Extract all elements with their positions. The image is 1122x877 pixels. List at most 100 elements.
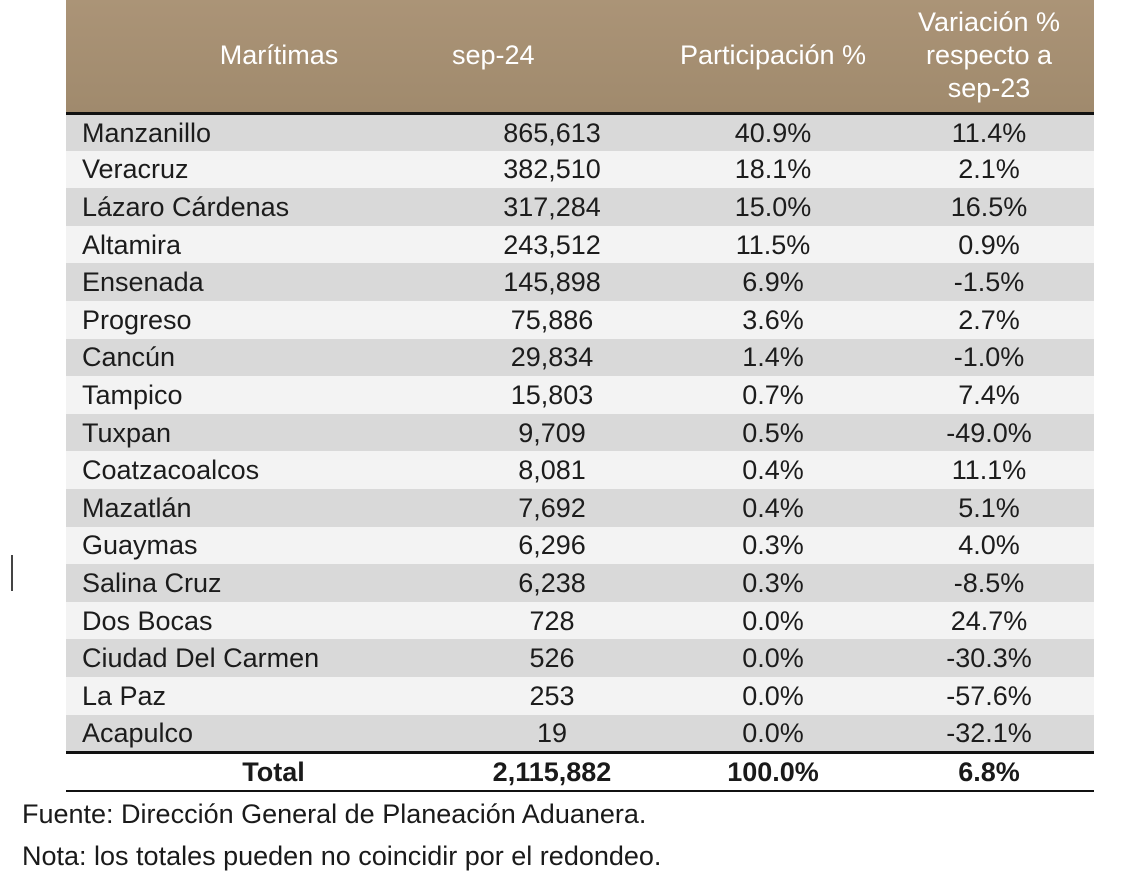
- table-row: Coatzacoalcos 8,081 0.4% 11.1%: [66, 451, 1094, 489]
- port-value: 145,898: [442, 263, 662, 301]
- port-share: 0.4%: [662, 488, 884, 527]
- table-row: Ensenada 145,898 6.9% -1.5%: [66, 263, 1094, 301]
- port-variation: -32.1%: [884, 714, 1094, 753]
- port-value: 15,803: [442, 376, 662, 414]
- header-share: Participación %: [662, 0, 884, 115]
- port-variation: 5.1%: [884, 488, 1094, 527]
- table-row: Ciudad Del Carmen 526 0.0% -30.3%: [66, 639, 1094, 677]
- port-value: 6,296: [442, 526, 662, 565]
- port-name: Altamira: [66, 225, 442, 264]
- port-share: 1.4%: [662, 338, 884, 377]
- table-body: Manzanillo 865,613 40.9% 11.4% Veracruz …: [66, 113, 1094, 753]
- port-share: 0.0%: [662, 676, 884, 715]
- table-row: Progreso 75,886 3.6% 2.7%: [66, 300, 1094, 339]
- port-name: Veracruz: [66, 150, 442, 189]
- table-row: Mazatlán 7,692 0.4% 5.1%: [66, 488, 1094, 527]
- table-footer: Total 2,115,882 100.0% 6.8%: [66, 750, 1094, 793]
- port-share: 0.4%: [662, 451, 884, 489]
- port-value: 19: [442, 714, 662, 753]
- port-value: 7,692: [442, 488, 662, 527]
- header-variation-line3: sep-23: [947, 73, 1031, 104]
- port-variation: 7.4%: [884, 376, 1094, 414]
- port-share: 0.0%: [662, 714, 884, 753]
- port-name: Guaymas: [66, 526, 442, 565]
- port-variation: -1.5%: [884, 263, 1094, 301]
- port-share: 3.6%: [662, 300, 884, 339]
- port-name: Tuxpan: [66, 413, 442, 452]
- table-row: Tampico 15,803 0.7% 7.4%: [66, 376, 1094, 414]
- table-row: Lázaro Cárdenas 317,284 15.0% 16.5%: [66, 188, 1094, 226]
- table-header: Marítimas sep-24 Participación % Variaci…: [66, 0, 1094, 115]
- port-name: Coatzacoalcos: [66, 451, 442, 489]
- port-name: Lázaro Cárdenas: [66, 188, 442, 226]
- port-name: Ensenada: [66, 263, 442, 301]
- table-row: Salina Cruz 6,238 0.3% -8.5%: [66, 564, 1094, 602]
- port-share: 15.0%: [662, 188, 884, 226]
- port-variation: -1.0%: [884, 338, 1094, 377]
- port-name: Dos Bocas: [66, 601, 442, 640]
- port-value: 317,284: [442, 188, 662, 226]
- port-value: 526: [442, 639, 662, 677]
- header-variation: Variación % respecto a sep-23: [884, 0, 1094, 115]
- port-variation: 24.7%: [884, 601, 1094, 640]
- table-row: Manzanillo 865,613 40.9% 11.4%: [66, 113, 1094, 151]
- port-name: Cancún: [66, 338, 442, 377]
- table-row: Cancún 29,834 1.4% -1.0%: [66, 338, 1094, 377]
- port-variation: 4.0%: [884, 526, 1094, 565]
- port-value: 865,613: [442, 113, 662, 151]
- header-name: Marítimas: [66, 0, 442, 115]
- port-variation: 0.9%: [884, 225, 1094, 264]
- port-value: 29,834: [442, 338, 662, 377]
- port-value: 6,238: [442, 564, 662, 602]
- header-variation-line1: Variación %: [917, 7, 1061, 38]
- port-share: 6.9%: [662, 263, 884, 301]
- port-value: 9,709: [442, 413, 662, 452]
- table-row: Acapulco 19 0.0% -32.1%: [66, 714, 1094, 753]
- port-share: 11.5%: [662, 225, 884, 264]
- header-period: sep-24: [442, 0, 662, 115]
- port-value: 253: [442, 676, 662, 715]
- port-variation: 11.1%: [884, 451, 1094, 489]
- header-row: Marítimas sep-24 Participación % Variaci…: [66, 0, 1094, 115]
- total-row: Total 2,115,882 100.0% 6.8%: [66, 750, 1094, 793]
- port-share: 0.5%: [662, 413, 884, 452]
- total-label: Total: [66, 750, 442, 793]
- table-notes: Fuente: Dirección General de Planeación …: [22, 793, 661, 877]
- port-name: Progreso: [66, 300, 442, 339]
- header-variation-line2: respecto a: [925, 40, 1053, 71]
- table-row: Guaymas 6,296 0.3% 4.0%: [66, 526, 1094, 565]
- table-row: Tuxpan 9,709 0.5% -49.0%: [66, 413, 1094, 452]
- port-name: Tampico: [66, 376, 442, 414]
- table-row: La Paz 253 0.0% -57.6%: [66, 676, 1094, 715]
- port-value: 8,081: [442, 451, 662, 489]
- port-share: 0.3%: [662, 564, 884, 602]
- port-variation: -57.6%: [884, 676, 1094, 715]
- source-note: Fuente: Dirección General de Planeación …: [22, 799, 647, 829]
- port-variation: 2.1%: [884, 150, 1094, 189]
- port-value: 75,886: [442, 300, 662, 339]
- port-variation: 2.7%: [884, 300, 1094, 339]
- port-variation: 11.4%: [884, 113, 1094, 151]
- table-row: Veracruz 382,510 18.1% 2.1%: [66, 150, 1094, 189]
- port-name: Ciudad Del Carmen: [66, 639, 442, 677]
- port-share: 0.7%: [662, 376, 884, 414]
- margin-mark: [11, 555, 13, 591]
- port-value: 728: [442, 601, 662, 640]
- table-row: Dos Bocas 728 0.0% 24.7%: [66, 601, 1094, 640]
- port-share: 18.1%: [662, 150, 884, 189]
- port-variation: -8.5%: [884, 564, 1094, 602]
- port-variation: -49.0%: [884, 413, 1094, 452]
- port-name: La Paz: [66, 676, 442, 715]
- total-share: 100.0%: [662, 750, 884, 793]
- maritime-customs-table: Marítimas sep-24 Participación % Variaci…: [66, 0, 1094, 793]
- maritime-customs-table-container: Marítimas sep-24 Participación % Variaci…: [66, 0, 1094, 793]
- port-variation: 16.5%: [884, 188, 1094, 226]
- port-share: 0.0%: [662, 639, 884, 677]
- table-row: Altamira 243,512 11.5% 0.9%: [66, 225, 1094, 264]
- port-share: 40.9%: [662, 113, 884, 151]
- port-name: Manzanillo: [66, 113, 442, 151]
- total-value: 2,115,882: [442, 750, 662, 793]
- port-value: 382,510: [442, 150, 662, 189]
- port-share: 0.0%: [662, 601, 884, 640]
- port-name: Mazatlán: [66, 488, 442, 527]
